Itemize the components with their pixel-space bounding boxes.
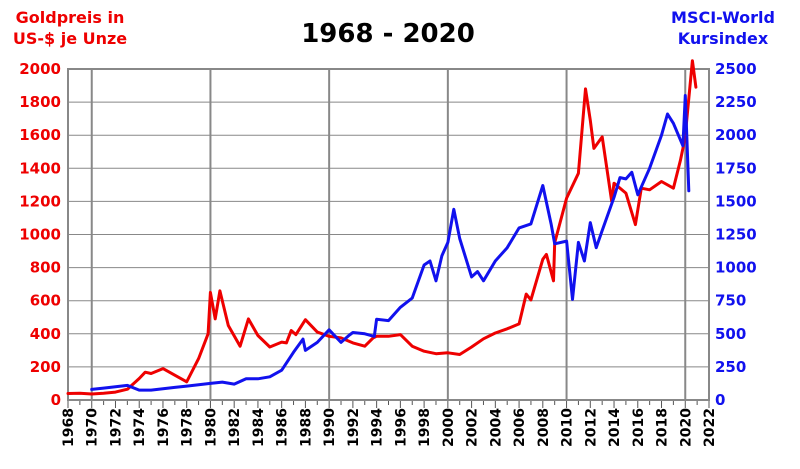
left-tick-label: 1200: [19, 192, 61, 210]
x-tick-label: 1998: [417, 408, 433, 447]
left-tick-label: 1400: [19, 159, 61, 177]
right-tick-label: 1000: [715, 259, 757, 277]
right-tick-label: 1500: [715, 192, 757, 210]
left-tick-label: 800: [30, 259, 61, 277]
right-tick-label: 750: [715, 292, 746, 310]
left-tick-label: 400: [30, 325, 61, 343]
x-tick-label: 1968: [61, 408, 77, 447]
right-tick-label: 2250: [715, 93, 757, 111]
left-tick-label: 600: [30, 292, 61, 310]
x-tick-label: 2014: [607, 408, 623, 447]
x-tick-label: 1976: [156, 408, 172, 447]
x-tick-label: 2006: [512, 408, 528, 447]
x-tick-label: 1972: [108, 408, 124, 447]
x-tick-label: 2004: [488, 408, 504, 447]
right-tick-label: 500: [715, 325, 746, 343]
x-tick-label: 1982: [227, 408, 243, 447]
x-tick-label: 2010: [560, 408, 576, 447]
x-tick-label: 1974: [132, 408, 148, 447]
x-tick-label: 1970: [85, 408, 101, 447]
x-tick-label: 1996: [393, 408, 409, 447]
x-tick-label: 2020: [678, 408, 694, 447]
x-tick-label: 2008: [536, 408, 552, 447]
right-tick-label: 1750: [715, 159, 757, 177]
x-tick-label: 1986: [275, 408, 291, 447]
left-tick-label: 2000: [19, 60, 61, 78]
left-tick-label: 200: [30, 358, 61, 376]
right-axis-label-line1: MSCI-World: [671, 8, 775, 27]
x-tick-label: 1980: [203, 408, 219, 447]
left-tick-label: 1000: [19, 226, 61, 244]
left-tick-label: 1600: [19, 126, 61, 144]
x-tick-label: 1994: [370, 408, 386, 447]
x-tick-label: 2016: [631, 408, 647, 447]
x-tick-label: 1984: [251, 408, 267, 447]
chart-title: 1968 - 2020: [301, 19, 475, 49]
x-tick-label: 2002: [465, 408, 481, 447]
x-tick-label: 2012: [583, 408, 599, 447]
left-axis-label-line1: Goldpreis in: [16, 8, 125, 27]
left-axis-label-line2: US-$ je Unze: [13, 29, 127, 48]
left-tick-label: 1800: [19, 93, 61, 111]
series-line-gold: [66, 59, 698, 396]
right-tick-label: 250: [715, 358, 746, 376]
right-tick-label: 0: [715, 391, 725, 409]
x-tick-label: 1988: [298, 408, 314, 447]
right-axis-ticks: 0 250 500 750 1000 1250 1500 1750 2000 2250 2500: [715, 60, 757, 409]
right-tick-label: 2500: [715, 60, 757, 78]
x-tick-label: 2000: [441, 408, 457, 447]
right-axis-label-line2: Kursindex: [678, 29, 769, 48]
right-tick-label: 2000: [715, 126, 757, 144]
x-tick-label: 2018: [655, 408, 671, 447]
x-tick-label: 2022: [702, 408, 718, 447]
series-line-msci: [90, 94, 691, 392]
x-tick-label: 1992: [346, 408, 362, 447]
left-tick-label: 0: [51, 391, 61, 409]
x-tick-label: 1990: [322, 408, 338, 447]
grid: [67, 68, 710, 408]
plot-frame: [67, 68, 710, 401]
x-tick-label: 1978: [180, 408, 196, 447]
series-layer: [66, 59, 698, 396]
right-tick-label: 1250: [715, 226, 757, 244]
left-axis-ticks: 0 200 400 600 800 1000 1200 1400 1600 1800 2000: [19, 60, 61, 409]
x-axis-ticks: 1968 1970 1972 1974 1976 1978 1980 1982 1984 1986…: [61, 408, 718, 447]
